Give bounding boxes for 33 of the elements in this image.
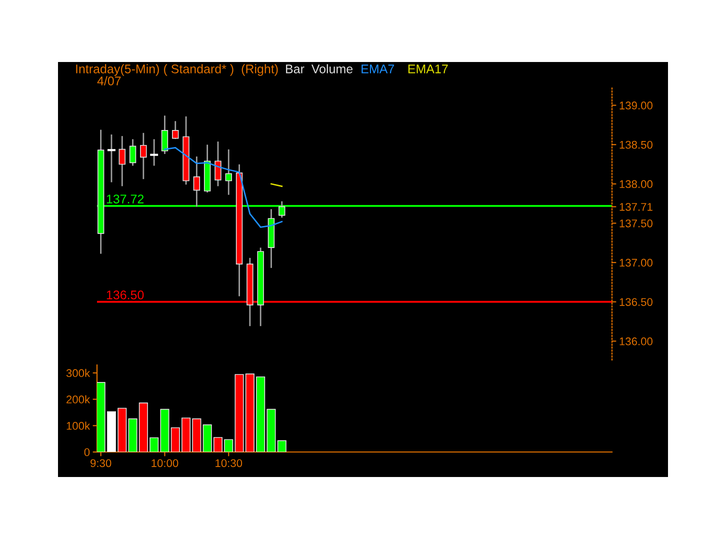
candlestick: [225, 149, 232, 195]
y-tick-label: 100k: [66, 422, 90, 430]
y-tick-label: 136.00: [620, 337, 652, 346]
y-tick-label: 200k: [66, 395, 90, 404]
ref-line-label: 136.50: [106, 290, 144, 300]
candlestick: [150, 139, 158, 166]
chart-title: Intraday(5-Min) ( Standard* ) (Right): [76, 64, 278, 76]
y-tick-label: 138.00: [620, 180, 652, 188]
candlestick: [214, 142, 222, 186]
x-tick-label: 9:30: [90, 459, 112, 468]
candlestick: [118, 136, 126, 186]
y-tick-label: 136.50: [620, 298, 652, 306]
ref-line-label: 137.72: [106, 194, 144, 204]
y-tick-label: 138.50: [620, 140, 652, 149]
y-tick-label: 137.71: [620, 202, 652, 211]
bar: [277, 440, 286, 452]
y-tick-label: 139.00: [620, 102, 652, 110]
candlestick: [193, 156, 200, 207]
candlestick: [172, 121, 179, 140]
candlestick: [161, 116, 168, 154]
text: Bar Volume: [286, 64, 353, 74]
y-tick-label: 300k: [66, 368, 90, 378]
text: EMA17: [408, 64, 448, 74]
x-tick-label: 10:30: [216, 459, 242, 468]
x-tick-label: 10:00: [152, 459, 178, 468]
candlestick: [140, 132, 147, 180]
y-tick-label: 137.50: [620, 219, 652, 228]
chart-subtitle: 4/07: [97, 76, 121, 86]
candlestick: [108, 134, 116, 182]
y-tick-label: 137.00: [620, 258, 652, 267]
text: EMA7: [362, 64, 394, 74]
y-tick-label: 0: [84, 448, 90, 456]
candlestick: [129, 139, 136, 166]
